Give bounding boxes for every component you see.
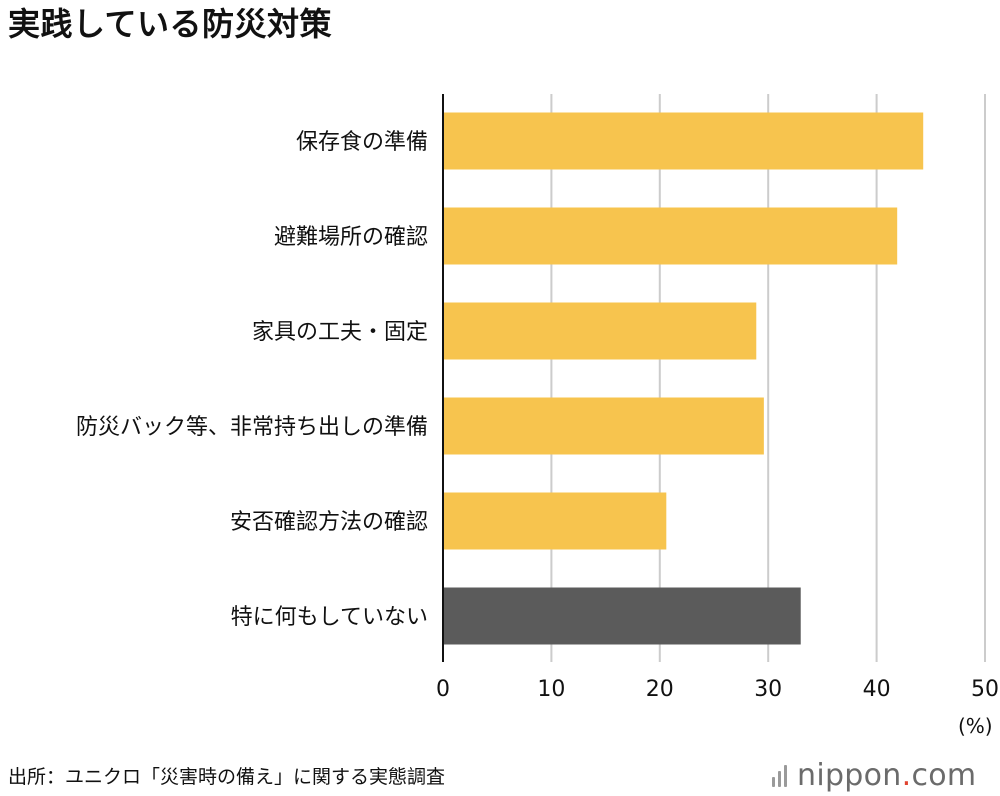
category-label: 家具の工夫・固定 — [252, 320, 428, 345]
category-label: 保存食の準備 — [296, 130, 428, 155]
bar-3 — [443, 302, 757, 360]
x-tick-label: 50 — [971, 677, 999, 702]
category-label: 特に何もしていない — [231, 605, 428, 630]
category-label: 避難場所の確認 — [274, 225, 428, 250]
unit-label: (%) — [958, 714, 993, 738]
x-tick-label: 0 — [436, 677, 450, 702]
source-note: 出所：ユニクロ「災害時の備え」に関する実態調査 — [8, 766, 446, 788]
chart-title: 実践している防災対策 — [8, 5, 333, 43]
bar-2 — [443, 207, 898, 265]
category-label: 安否確認方法の確認 — [230, 510, 428, 535]
brand-name: nippon — [797, 757, 902, 793]
brand-mark-icon — [772, 763, 787, 787]
x-tick-label: 10 — [537, 677, 565, 702]
brand-dot: . — [901, 757, 912, 793]
bar-4 — [443, 397, 764, 455]
bar-5 — [443, 492, 667, 550]
brand-tld: com — [911, 757, 977, 793]
bar-1 — [443, 112, 924, 170]
x-tick-label: 40 — [863, 677, 891, 702]
x-tick-label: 30 — [754, 677, 782, 702]
brand-logo: nippon. com — [772, 757, 976, 793]
x-tick-label: 20 — [646, 677, 674, 702]
category-label: 防災バック等、非常持ち出しの準備 — [76, 415, 428, 440]
bar-6 — [443, 587, 801, 645]
